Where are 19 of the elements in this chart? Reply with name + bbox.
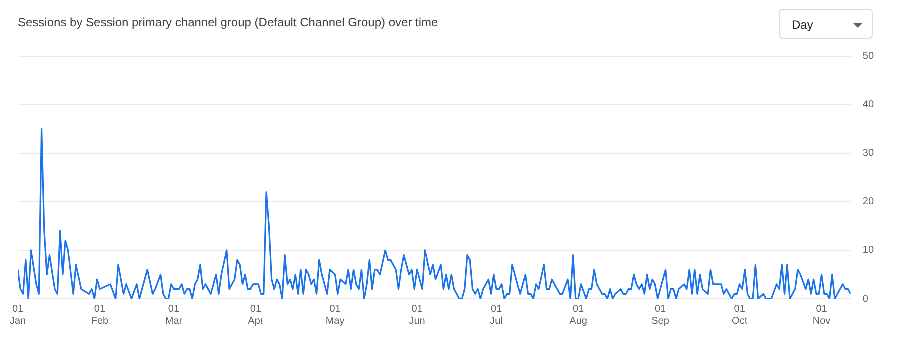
y-tick-label: 10 (862, 245, 874, 256)
x-tick-label: 01 Oct (732, 304, 748, 327)
y-tick-label: 50 (862, 51, 874, 62)
y-tick-label: 20 (862, 196, 874, 208)
x-tick-label: 01 Aug (570, 304, 588, 327)
x-tick-label: 01 Nov (812, 304, 831, 327)
x-tick-label: 01 Mar (165, 304, 184, 327)
x-tick-label: 01 Jun (409, 304, 426, 327)
x-tick-label: 01 Sep (652, 304, 670, 327)
chart-title: Sessions by Session primary channel group (Default Channel Group) over time (18, 16, 439, 30)
x-tick-label: 01 Jul (490, 304, 503, 327)
y-tick-label: 30 (862, 148, 874, 160)
x-tick-label: 01 Jan (10, 304, 26, 327)
x-tick-label: 01 May (326, 304, 345, 327)
x-tick-label: 01 Apr (248, 304, 264, 327)
y-tick-label: 40 (862, 100, 874, 111)
y-tick-label: 0 (862, 294, 869, 305)
dropdown-field: Day (779, 9, 873, 39)
x-tick-label: 01 Feb (91, 304, 110, 327)
